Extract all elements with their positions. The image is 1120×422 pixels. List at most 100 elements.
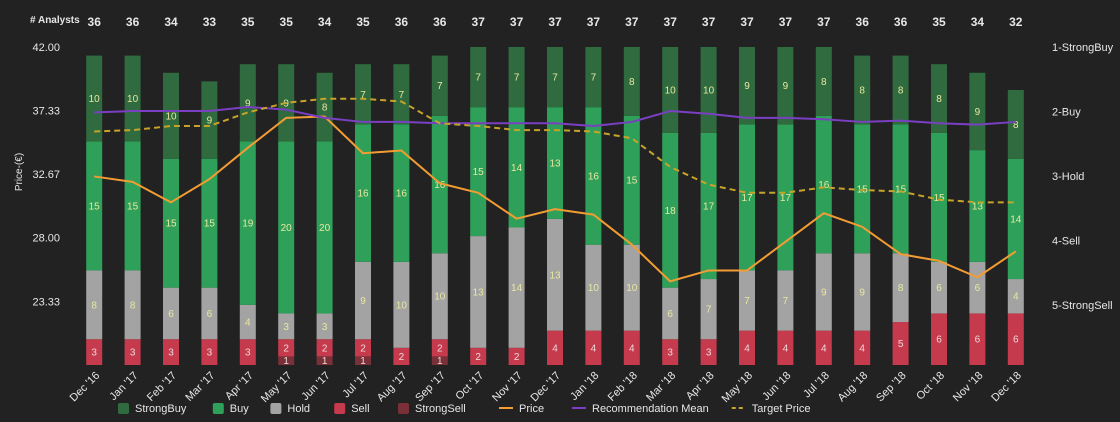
bar-sell-5 [278, 339, 295, 357]
bar-sell-13 [585, 330, 602, 365]
bar-hold-11 [508, 227, 525, 348]
bar-label-hold-1: 8 [130, 300, 136, 311]
bar-label-sell-16: 3 [706, 348, 712, 359]
bar-label-hold-11: 14 [511, 283, 523, 294]
bar-hold-4 [239, 304, 256, 340]
bar-strongbuy-8 [393, 64, 410, 125]
bar-strongsell-5 [278, 356, 295, 365]
bar-buy-2 [163, 158, 179, 288]
bar-label-strongbuy-2: 10 [165, 111, 177, 122]
line-price [94, 115, 1017, 283]
bar-sell-21 [892, 322, 909, 365]
bar-label-sell-10: 2 [475, 352, 481, 363]
analyst-count-13: 37 [587, 15, 601, 29]
bar-label-strongbuy-17: 9 [744, 81, 750, 92]
bar-strongbuy-2 [163, 72, 179, 159]
bar-label-sell-9: 2 [437, 343, 443, 354]
bar-label-buy-15: 18 [665, 206, 677, 217]
bar-buy-11 [508, 107, 525, 228]
bar-hold-20 [854, 253, 871, 331]
rating-tick-4: 5-StrongSell [1052, 300, 1113, 312]
bar-label-buy-16: 17 [703, 202, 715, 213]
bar-label-hold-18: 7 [783, 296, 789, 307]
bar-strongbuy-19 [815, 47, 832, 116]
legend-label-sell: Sell [351, 403, 369, 415]
bar-buy-0 [86, 141, 103, 271]
bar-label-hold-9: 10 [434, 292, 446, 303]
bar-strongbuy-13 [585, 47, 602, 108]
bar-hold-3 [201, 287, 218, 340]
analyst-count-5: 35 [280, 15, 294, 29]
bar-label-sell-17: 4 [744, 343, 750, 354]
bar-strongbuy-24 [1007, 89, 1024, 159]
rating-tick-3: 4-Sell [1052, 236, 1080, 248]
bar-buy-16 [700, 132, 717, 280]
bar-label-hold-21: 8 [898, 283, 904, 294]
bar-label-strongbuy-8: 7 [399, 90, 405, 101]
bar-strongbuy-23 [969, 72, 986, 151]
y-tick-0: 42.00 [32, 42, 60, 54]
bar-label-strongbuy-20: 8 [859, 85, 865, 96]
bar-buy-3 [201, 158, 218, 288]
bar-strongbuy-10 [470, 47, 487, 108]
bar-label-hold-0: 8 [91, 300, 97, 311]
bar-label-sell-7: 2 [360, 343, 366, 354]
bar-label-buy-10: 15 [473, 167, 485, 178]
bar-label-sell-12: 4 [552, 343, 558, 354]
analyst-count-19: 37 [817, 15, 831, 29]
bar-label-buy-12: 13 [549, 159, 561, 170]
legend-label-recommendation-mean: Recommendation Mean [592, 403, 709, 415]
analyst-count-16: 37 [702, 15, 716, 29]
bar-label-strongbuy-0: 10 [89, 94, 101, 105]
bar-label-sell-14: 4 [629, 343, 635, 354]
bar-label-strongbuy-6: 8 [322, 103, 328, 114]
bar-label-strongbuy-1: 10 [127, 94, 139, 105]
legend-label-strongsell: StrongSell [415, 403, 466, 415]
legend-swatch-sell [334, 403, 346, 414]
bar-hold-8 [393, 261, 410, 348]
analyst-count-8: 36 [395, 15, 409, 29]
bar-label-strongbuy-5: 9 [283, 98, 289, 109]
bar-label-buy-22: 15 [933, 193, 945, 204]
bar-label-hold-3: 6 [207, 309, 213, 320]
bar-sell-0 [86, 339, 103, 365]
bar-label-strongbuy-19: 8 [821, 77, 827, 88]
bar-strongbuy-6 [316, 72, 333, 142]
bar-strongbuy-18 [777, 47, 794, 125]
bar-label-hold-24: 4 [1013, 292, 1019, 303]
analyst-count-18: 37 [779, 15, 793, 29]
bar-label-sell-24: 6 [1013, 335, 1019, 346]
bar-sell-15 [662, 339, 679, 365]
bar-buy-19 [815, 115, 832, 254]
bar-label-buy-7: 16 [357, 189, 369, 200]
bar-buy-22 [931, 132, 947, 262]
bar-strongbuy-16 [700, 47, 717, 133]
bar-strongbuy-9 [431, 55, 448, 116]
bar-label-sell-1: 3 [130, 348, 136, 359]
bar-label-strongbuy-24: 8 [1013, 120, 1019, 131]
bar-hold-22 [931, 261, 947, 314]
bar-buy-13 [585, 107, 602, 245]
bar-label-buy-1: 15 [127, 202, 139, 213]
bar-label-hold-16: 7 [706, 305, 712, 316]
bar-label-sell-8: 2 [399, 352, 405, 363]
analysts-header-label: # Analysts [30, 15, 80, 26]
y-tick-4: 23.33 [32, 296, 60, 308]
bar-strongbuy-4 [239, 64, 256, 142]
bar-hold-9 [431, 253, 448, 340]
bar-strongbuy-12 [547, 47, 563, 108]
bar-buy-15 [662, 132, 679, 288]
y-tick-1: 37.33 [32, 106, 60, 118]
analyst-count-1: 36 [126, 15, 140, 29]
bar-label-buy-2: 15 [165, 219, 177, 230]
bar-label-buy-11: 14 [511, 163, 523, 174]
bar-buy-14 [623, 115, 640, 245]
bar-buy-7 [355, 124, 371, 262]
bar-label-hold-6: 3 [322, 322, 328, 333]
bar-sell-23 [969, 313, 986, 365]
bar-label-sell-18: 4 [783, 343, 789, 354]
bar-label-buy-23: 13 [972, 202, 984, 213]
legend-label-buy: Buy [230, 403, 249, 415]
bar-label-hold-19: 9 [821, 287, 827, 298]
